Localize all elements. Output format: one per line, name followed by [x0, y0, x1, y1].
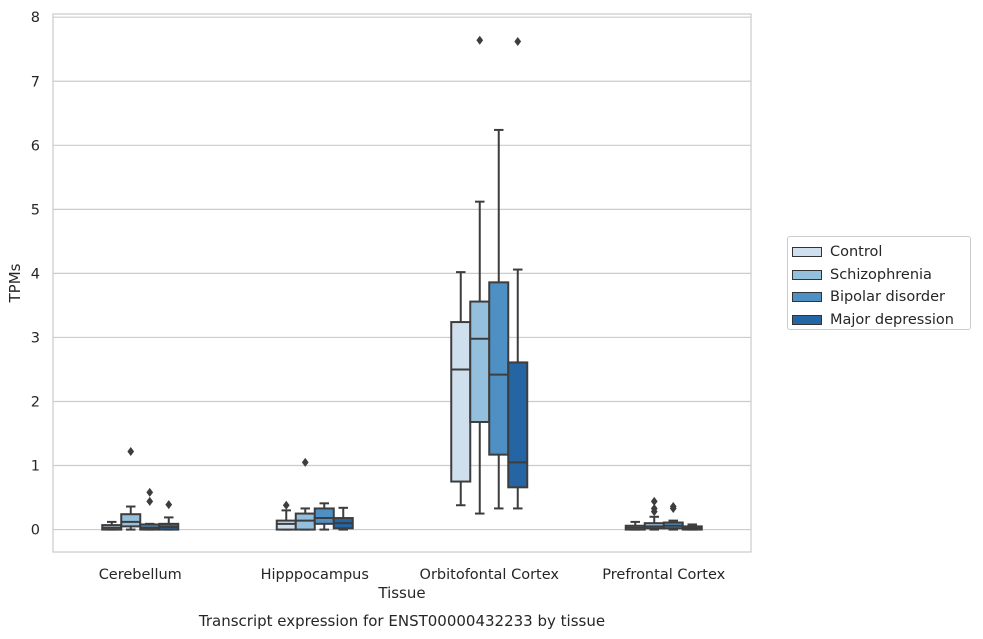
x-tick-label: Prefrontal Cortex	[602, 567, 725, 583]
box-iqr	[275, 519, 297, 531]
box-schizophrenia	[643, 496, 665, 531]
box-bipolar-disorder	[662, 502, 684, 531]
legend-item: Control	[792, 241, 970, 264]
outlier-point	[476, 35, 484, 45]
y-tick-label: 2	[31, 394, 40, 410]
chart-title: Transcript expression for ENST0000043223…	[198, 612, 605, 630]
box-iqr	[313, 507, 335, 525]
outlier-point	[282, 500, 290, 510]
outlier-point	[146, 496, 154, 506]
box-iqr	[507, 361, 529, 489]
x-axis-label: Tissue	[377, 584, 425, 602]
y-tick-label: 3	[31, 330, 40, 346]
outlier-point	[127, 446, 135, 456]
legend-label: Bipolar disorder	[830, 289, 945, 306]
outlier-point	[669, 502, 677, 512]
box-major-depression	[507, 37, 529, 510]
box-iqr	[450, 321, 472, 483]
legend-swatch	[792, 269, 822, 280]
outlier-point	[301, 457, 309, 467]
box-bipolar-disorder	[488, 128, 510, 510]
grid-lines	[53, 16, 751, 531]
y-tick-label: 4	[31, 266, 40, 282]
x-tick-label: Cerebellum	[99, 567, 182, 583]
box-schizophrenia	[469, 35, 491, 515]
outlier-point	[514, 37, 522, 47]
legend-item: Major depression	[792, 309, 970, 332]
outlier-point	[165, 500, 173, 510]
box-bipolar-disorder	[313, 502, 335, 531]
legend-label: Major depression	[830, 311, 954, 328]
legend-swatch	[792, 314, 822, 325]
legend-label: Control	[830, 244, 883, 261]
box-bipolar-disorder	[139, 487, 161, 531]
x-tick-labels: Cerebellum Hipppocampus Orbitofontal Corte…	[99, 567, 726, 583]
outlier-point	[650, 496, 658, 506]
box-iqr	[120, 513, 142, 528]
box-control	[624, 520, 646, 531]
box-control	[101, 520, 123, 531]
y-tick-label: 7	[31, 74, 40, 90]
y-tick-label: 0	[31, 523, 40, 539]
y-tick-label: 5	[31, 202, 40, 218]
x-tick-label: Orbitofontal Cortex	[420, 567, 560, 583]
y-tick-labels: 0 1 2 3 4 5 6 7 8	[31, 10, 40, 538]
box-iqr	[469, 300, 491, 423]
y-tick-label: 1	[31, 459, 40, 475]
box-control	[275, 500, 297, 531]
legend-item: Schizophrenia	[792, 264, 970, 287]
y-tick-label: 6	[31, 138, 40, 154]
box-major-depression	[158, 500, 180, 531]
box-control	[450, 271, 472, 507]
y-axis-label: TPMs	[6, 263, 24, 303]
plot-frame	[52, 13, 752, 553]
box-schizophrenia	[294, 457, 316, 531]
legend-swatch	[792, 292, 822, 303]
box-schizophrenia	[120, 446, 142, 531]
box-major-depression	[681, 523, 703, 531]
x-tick-label: Hipppocampus	[261, 567, 369, 583]
legend: Control Schizophrenia Bipolar disorder Majo…	[787, 236, 971, 330]
legend-item: Bipolar disorder	[792, 286, 970, 309]
legend-label: Schizophrenia	[830, 266, 932, 283]
outlier-point	[650, 503, 658, 513]
box-major-depression	[332, 506, 354, 531]
legend-swatch	[792, 247, 822, 258]
y-tick-label: 8	[31, 10, 40, 26]
boxes	[101, 35, 703, 531]
box-iqr	[488, 281, 510, 456]
outlier-point	[146, 487, 154, 497]
